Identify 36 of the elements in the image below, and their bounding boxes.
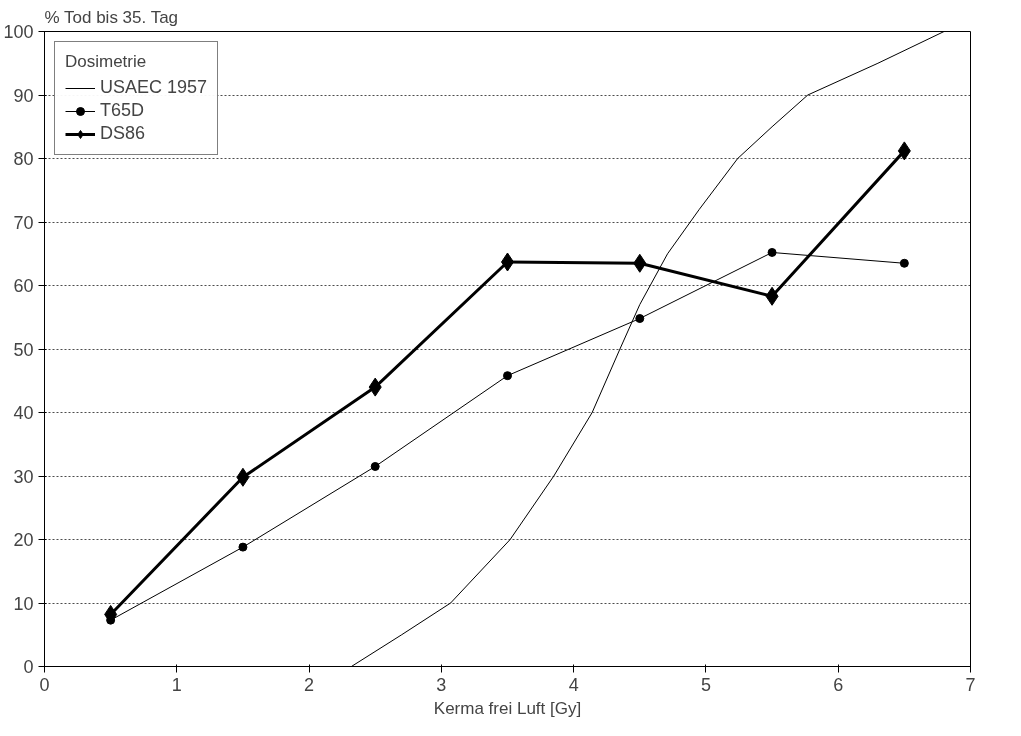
y-tick-label: 90 xyxy=(13,85,34,106)
point xyxy=(236,467,250,487)
x-tick-label: 7 xyxy=(965,674,976,695)
y-tick-label: 100 xyxy=(3,22,34,42)
point xyxy=(238,542,248,552)
x-tick-label: 4 xyxy=(568,674,579,695)
point xyxy=(767,247,777,257)
point xyxy=(370,461,380,471)
legend-label: T65D xyxy=(100,100,145,121)
y-axis-title: % Tod bis 35. Tag xyxy=(44,7,179,27)
point xyxy=(635,314,645,324)
point xyxy=(503,371,512,381)
x-tick-label: 6 xyxy=(833,674,844,695)
x-tick-label: 5 xyxy=(700,674,711,695)
y-tick-label: 0 xyxy=(23,657,34,677)
point xyxy=(368,377,382,397)
point xyxy=(633,253,647,273)
x-axis-title: Kerma frei Luft [Gy] xyxy=(433,698,582,718)
legend-label: USAEC 1957 xyxy=(100,77,208,98)
y-tick-label: 80 xyxy=(13,149,34,169)
point xyxy=(897,141,911,161)
x-tick-label: 3 xyxy=(436,674,447,695)
y-tick-label: 40 xyxy=(13,403,34,423)
legend-title: Dosimetrie xyxy=(65,52,148,72)
legend-label: DS86 xyxy=(100,123,146,144)
y-tick-label: 50 xyxy=(13,339,34,360)
x-tick-label: 1 xyxy=(171,674,182,695)
y-tick-label: 70 xyxy=(13,212,34,233)
x-tick-label: 2 xyxy=(304,674,315,695)
point xyxy=(765,286,779,306)
y-tick-label: 20 xyxy=(13,530,34,550)
y-tick-label: 10 xyxy=(13,593,34,614)
point xyxy=(899,258,909,268)
x-tick-label: 0 xyxy=(39,674,50,695)
y-tick-label: 30 xyxy=(13,466,34,487)
y-tick-label: 60 xyxy=(13,276,34,296)
